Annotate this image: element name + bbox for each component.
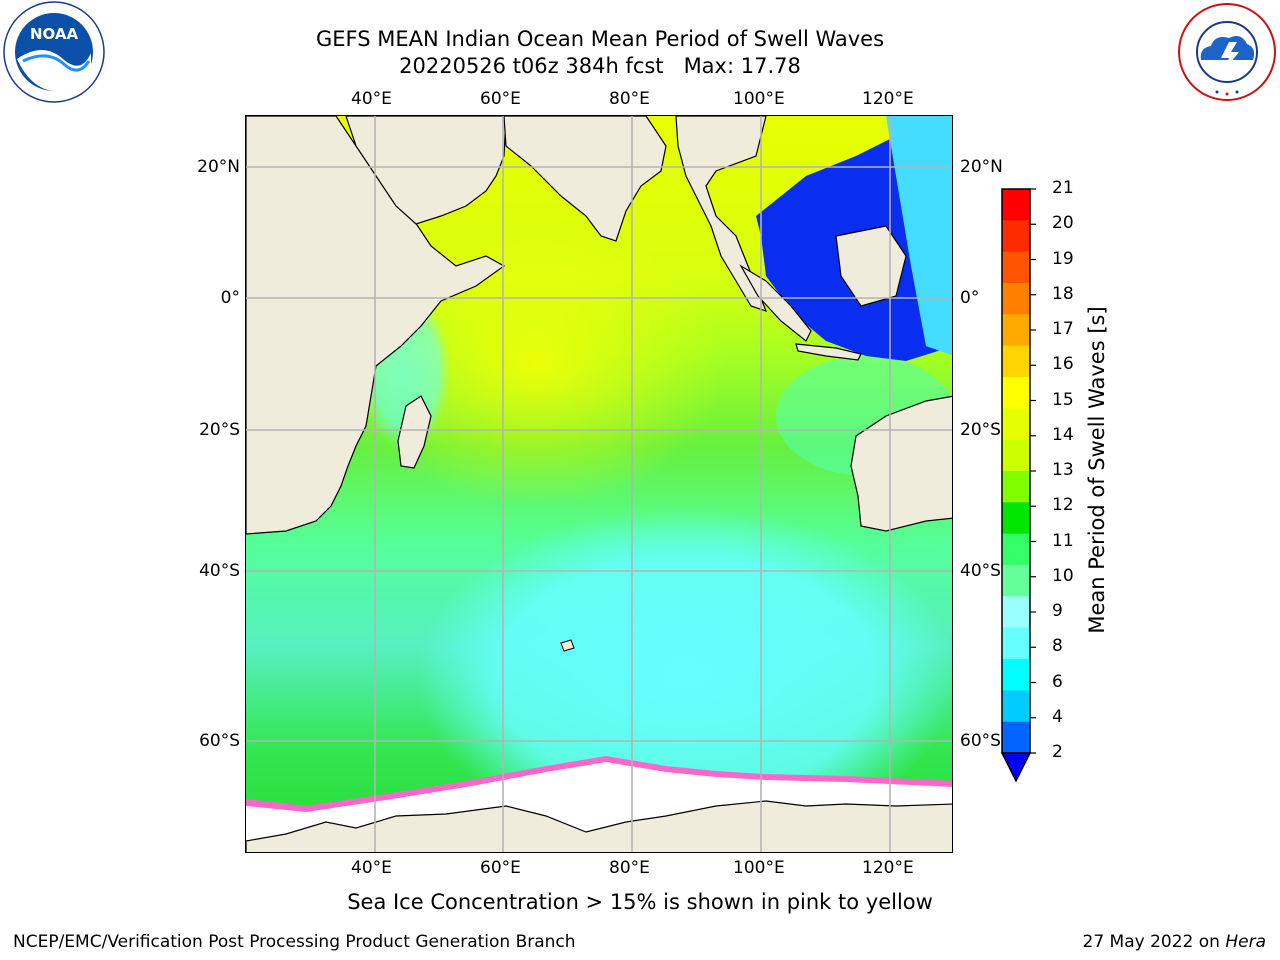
colorbar-segment xyxy=(1002,596,1030,629)
sea-ice-footnote: Sea Ice Concentration > 15% is shown in … xyxy=(347,890,933,914)
colorbar-segment xyxy=(1002,690,1030,723)
noaa-logo-text: NOAA xyxy=(30,25,79,43)
colorbar-title: Mean Period of Swell Waves [s] xyxy=(1085,306,1109,634)
lon-tick-bottom: 60°E xyxy=(480,858,521,878)
colorbar-tick-label: 19 xyxy=(1052,248,1074,269)
colorbar-segment xyxy=(1002,439,1030,472)
colorbar-tick-label: 17 xyxy=(1052,319,1074,339)
lon-tick-bottom: 80°E xyxy=(609,858,650,878)
sumatra-land xyxy=(739,264,812,342)
lat-tick-right: 0° xyxy=(960,288,980,308)
colorbar-segment xyxy=(1002,314,1030,347)
colorbar-tick-label: 4 xyxy=(1052,706,1063,727)
lat-tick-left: 40°S xyxy=(199,561,240,581)
colorbar-tick-label: 12 xyxy=(1052,495,1074,516)
chart-subtitle: 20220526 t06z 384h fcst Max: 17.78 xyxy=(399,54,801,78)
lat-tick-left: 0° xyxy=(220,288,240,308)
borneo-land xyxy=(835,225,907,307)
colorbar-segment xyxy=(1002,659,1030,691)
pacific-cyan-region xyxy=(886,116,952,356)
footer-date-text: 27 May 2022 on xyxy=(1082,932,1226,952)
colorbar-segment xyxy=(1002,502,1030,535)
lon-tick-top: 60°E xyxy=(480,89,521,109)
colorbar-segment xyxy=(1002,377,1030,409)
colorbar-tick-label: 18 xyxy=(1052,283,1074,304)
colorbar-segment xyxy=(1002,283,1030,315)
colorbar-segment xyxy=(1002,345,1030,378)
nws-logo xyxy=(1177,2,1277,102)
colorbar-svg xyxy=(1000,188,1036,783)
colorbar-tick-label: 10 xyxy=(1052,565,1074,586)
colorbar-tick-label: 8 xyxy=(1052,636,1063,657)
madagascar-land xyxy=(397,395,432,469)
lat-tick-left: 60°S xyxy=(199,731,240,751)
lon-tick-bottom: 100°E xyxy=(733,858,785,878)
lat-tick-left: 20°N xyxy=(197,157,240,177)
colorbar-tick-label: 15 xyxy=(1052,389,1074,410)
colorbar-tick-label: 2 xyxy=(1052,742,1063,762)
india-land xyxy=(503,116,667,242)
lat-tick-right: 20°N xyxy=(960,157,1003,177)
footer-date: 27 May 2022 on Hera xyxy=(1083,932,1267,952)
colorbar-tick-label: 21 xyxy=(1052,178,1074,198)
colorbar-extend-triangle xyxy=(1000,752,1032,783)
noaa-logo: NOAA xyxy=(3,1,105,103)
map-svg xyxy=(246,116,952,852)
lat-tick-left: 20°S xyxy=(199,420,240,440)
lon-tick-bottom: 120°E xyxy=(862,858,914,878)
java-land xyxy=(795,343,862,361)
graticule xyxy=(246,116,952,852)
lat-tick-right: 20°S xyxy=(960,420,1001,440)
lon-tick-top: 40°E xyxy=(351,89,392,109)
colorbar-segment xyxy=(1002,627,1030,660)
footer-host: Hera xyxy=(1225,932,1266,952)
colorbar-tick-label: 11 xyxy=(1052,530,1074,551)
colorbar-segment xyxy=(1002,220,1030,253)
map-frame xyxy=(245,115,953,853)
colorbar-tick-label: 9 xyxy=(1052,601,1063,621)
lon-tick-top: 80°E xyxy=(609,89,650,109)
colorbar-segment xyxy=(1002,721,1030,754)
colorbar-segment xyxy=(1002,471,1030,503)
antarctica-land xyxy=(246,800,952,852)
chart-title: GEFS MEAN Indian Ocean Mean Period of Sw… xyxy=(315,27,885,51)
arabia-land xyxy=(345,116,507,225)
colorbar-tick-label: 6 xyxy=(1052,671,1063,692)
colorbar-segment xyxy=(1002,565,1030,597)
colorbar-segment xyxy=(1002,408,1030,441)
colorbar-segment xyxy=(1002,533,1030,566)
colorbar-tick-label: 16 xyxy=(1052,354,1074,375)
colorbar-segment xyxy=(1002,189,1030,221)
colorbar-tick-label: 14 xyxy=(1052,424,1074,445)
lat-tick-right: 60°S xyxy=(960,731,1001,751)
kerguelen-island xyxy=(560,639,575,652)
lon-tick-bottom: 40°E xyxy=(351,858,392,878)
lon-tick-top: 120°E xyxy=(862,89,914,109)
colorbar xyxy=(1000,186,1040,786)
footer-organization: NCEP/EMC/Verification Post Processing Pr… xyxy=(13,932,576,952)
colorbar-tick-label: 20 xyxy=(1052,213,1074,234)
lat-tick-right: 40°S xyxy=(960,561,1001,581)
lon-tick-top: 100°E xyxy=(733,89,785,109)
colorbar-tick-label: 13 xyxy=(1052,460,1074,480)
colorbar-segment xyxy=(1002,251,1030,284)
